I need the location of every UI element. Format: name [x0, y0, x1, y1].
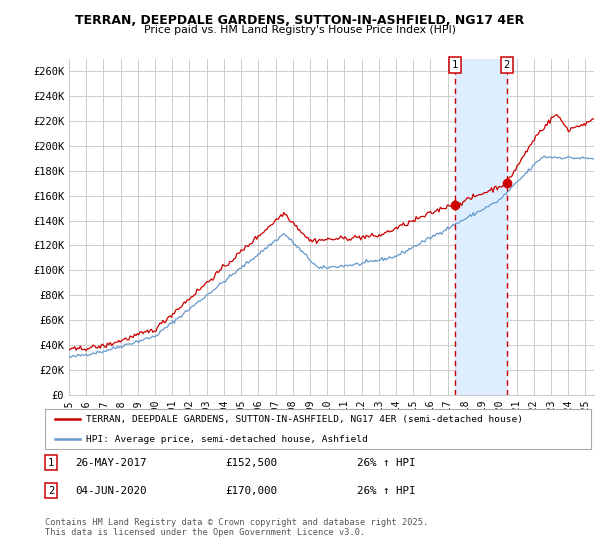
Text: 26% ↑ HPI: 26% ↑ HPI	[357, 458, 415, 468]
Text: 2: 2	[503, 60, 509, 70]
Text: 04-JUN-2020: 04-JUN-2020	[75, 486, 146, 496]
Bar	[455, 59, 506, 395]
Text: £170,000: £170,000	[225, 486, 277, 496]
Text: 26-MAY-2017: 26-MAY-2017	[75, 458, 146, 468]
Text: 1: 1	[452, 60, 458, 70]
Text: TERRAN, DEEPDALE GARDENS, SUTTON-IN-ASHFIELD, NG17 4ER: TERRAN, DEEPDALE GARDENS, SUTTON-IN-ASHF…	[76, 14, 524, 27]
Text: 26% ↑ HPI: 26% ↑ HPI	[357, 486, 415, 496]
Text: Contains HM Land Registry data © Crown copyright and database right 2025.
This d: Contains HM Land Registry data © Crown c…	[45, 518, 428, 538]
Text: 2: 2	[48, 486, 54, 496]
Text: Price paid vs. HM Land Registry's House Price Index (HPI): Price paid vs. HM Land Registry's House …	[144, 25, 456, 35]
Text: 1: 1	[48, 458, 54, 468]
Text: £152,500: £152,500	[225, 458, 277, 468]
Text: TERRAN, DEEPDALE GARDENS, SUTTON-IN-ASHFIELD, NG17 4ER (semi-detached house): TERRAN, DEEPDALE GARDENS, SUTTON-IN-ASHF…	[86, 415, 523, 424]
Text: HPI: Average price, semi-detached house, Ashfield: HPI: Average price, semi-detached house,…	[86, 435, 368, 444]
